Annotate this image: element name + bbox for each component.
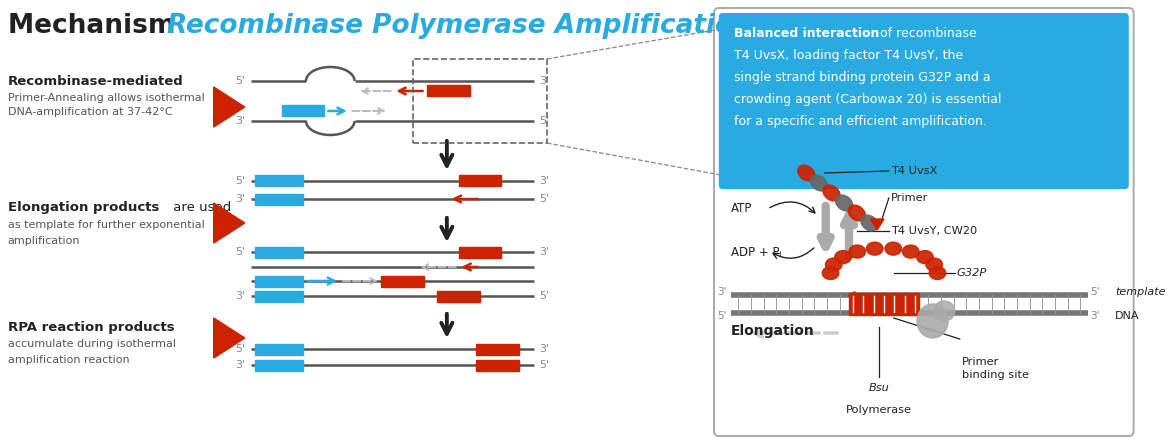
- Bar: [255, 291, 303, 302]
- Text: 3': 3': [235, 360, 246, 370]
- Ellipse shape: [826, 258, 842, 271]
- Text: amplification: amplification: [8, 236, 81, 246]
- Text: template: template: [1115, 287, 1165, 297]
- Ellipse shape: [835, 251, 852, 264]
- Text: are used: are used: [168, 201, 232, 214]
- Text: Polymerase: Polymerase: [846, 405, 913, 415]
- Ellipse shape: [902, 245, 918, 258]
- Ellipse shape: [867, 242, 883, 255]
- Text: 5': 5': [539, 291, 549, 301]
- Text: 3': 3': [235, 194, 246, 204]
- Text: as template for further exponential: as template for further exponential: [8, 220, 205, 230]
- Text: 5': 5': [1090, 287, 1100, 297]
- Text: Primer-Annealing allows isothermal
DNA-amplification at 37-42°C: Primer-Annealing allows isothermal DNA-a…: [8, 93, 205, 117]
- Text: 3': 3': [539, 344, 549, 354]
- Polygon shape: [870, 219, 885, 230]
- Text: 3': 3': [539, 247, 549, 257]
- Text: 3': 3': [1090, 311, 1100, 321]
- Bar: [476, 360, 518, 370]
- Text: T4 UvsX, loading factor T4 UvsY, the: T4 UvsX, loading factor T4 UvsY, the: [735, 49, 964, 62]
- Text: G32P: G32P: [957, 268, 987, 278]
- Ellipse shape: [929, 267, 945, 280]
- Text: ATP: ATP: [730, 202, 752, 215]
- Bar: [255, 194, 303, 205]
- Bar: [849, 293, 918, 315]
- Text: Recombinase-mediated: Recombinase-mediated: [8, 75, 184, 88]
- Ellipse shape: [885, 242, 902, 255]
- Text: Balanced interaction: Balanced interaction: [735, 27, 880, 40]
- Bar: [413, 59, 546, 143]
- Bar: [255, 246, 303, 257]
- Text: crowding agent (Carbowax 20) is essential: crowding agent (Carbowax 20) is essentia…: [735, 93, 1002, 106]
- Text: Elongation: Elongation: [730, 324, 814, 338]
- Text: RPA reaction products: RPA reaction products: [8, 321, 174, 334]
- Polygon shape: [214, 203, 245, 243]
- Text: 5': 5': [235, 247, 246, 257]
- Ellipse shape: [861, 215, 878, 231]
- Text: 5': 5': [539, 194, 549, 204]
- Text: DNA: DNA: [1115, 311, 1140, 321]
- Bar: [282, 105, 324, 117]
- Ellipse shape: [849, 245, 866, 258]
- Ellipse shape: [811, 175, 827, 191]
- Bar: [255, 175, 303, 187]
- Polygon shape: [214, 87, 245, 127]
- Text: ADP + Pᵢ: ADP + Pᵢ: [730, 246, 782, 260]
- Bar: [255, 276, 303, 287]
- Ellipse shape: [848, 205, 866, 221]
- Text: T4 UvsX: T4 UvsX: [890, 166, 937, 176]
- Ellipse shape: [823, 185, 840, 201]
- Ellipse shape: [916, 251, 934, 264]
- FancyBboxPatch shape: [718, 13, 1129, 189]
- Text: 5': 5': [235, 176, 246, 186]
- Text: 5': 5': [539, 116, 549, 126]
- Text: accumulate during isothermal: accumulate during isothermal: [8, 339, 175, 349]
- Text: Mechanism: Mechanism: [8, 13, 184, 39]
- Text: T4 UvsY, CW20: T4 UvsY, CW20: [890, 226, 977, 236]
- Ellipse shape: [823, 267, 839, 280]
- FancyBboxPatch shape: [714, 8, 1134, 436]
- Bar: [255, 360, 303, 370]
- Text: 3': 3': [539, 176, 549, 186]
- Text: 3': 3': [235, 116, 246, 126]
- Ellipse shape: [925, 258, 943, 271]
- Bar: [476, 343, 518, 354]
- Ellipse shape: [917, 304, 948, 338]
- Ellipse shape: [835, 195, 853, 211]
- Text: of recombinase: of recombinase: [876, 27, 977, 40]
- Bar: [438, 291, 480, 302]
- Text: Recombinase Polymerase Amplification: Recombinase Polymerase Amplification: [167, 13, 752, 39]
- Text: 5': 5': [235, 76, 246, 86]
- Text: Bsu: Bsu: [868, 383, 889, 393]
- Text: 3': 3': [717, 287, 727, 297]
- Text: 3': 3': [539, 76, 549, 86]
- Polygon shape: [214, 318, 245, 358]
- Text: Elongation products: Elongation products: [8, 201, 159, 214]
- Text: amplification reaction: amplification reaction: [8, 355, 130, 365]
- Text: for a specific and efficient amplification.: for a specific and efficient amplificati…: [735, 115, 987, 128]
- Bar: [427, 85, 470, 97]
- Text: 5': 5': [717, 311, 727, 321]
- Bar: [380, 276, 424, 287]
- Text: single strand binding protein G32P and a: single strand binding protein G32P and a: [735, 71, 991, 84]
- Text: Primer: Primer: [890, 193, 928, 203]
- Ellipse shape: [798, 165, 814, 181]
- Bar: [459, 246, 501, 257]
- Bar: [459, 175, 501, 187]
- Ellipse shape: [934, 301, 955, 321]
- Bar: [255, 343, 303, 354]
- Text: 3': 3': [235, 291, 246, 301]
- Text: 5': 5': [235, 344, 246, 354]
- Text: Primer
binding site: Primer binding site: [962, 357, 1028, 380]
- Text: 5': 5': [539, 360, 549, 370]
